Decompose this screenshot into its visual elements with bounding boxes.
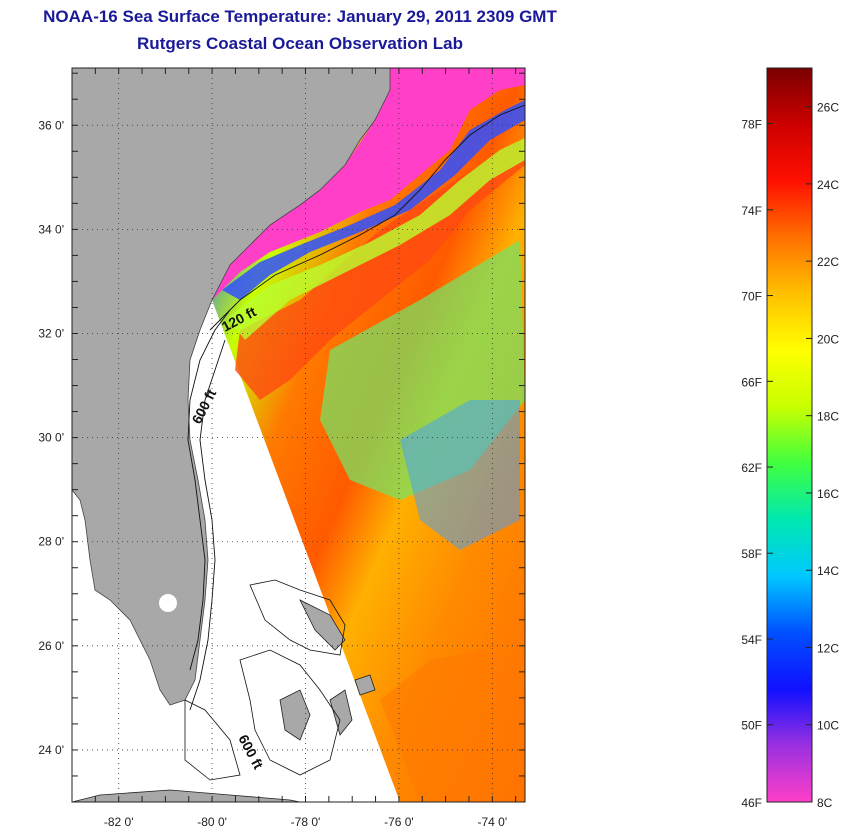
offshore-cloud-patch	[400, 400, 520, 550]
land-us-mainland	[72, 68, 391, 706]
colorbar-f-label: 54F	[741, 633, 762, 647]
colorbar-f-label: 62F	[741, 461, 762, 475]
colorbar-c-label: 18C	[817, 410, 839, 424]
map-frame	[71, 67, 526, 803]
colorbar-c-label: 12C	[817, 641, 839, 655]
map-gridlines	[72, 68, 525, 802]
lat-tick-label: 34 0'	[38, 222, 64, 236]
colorbar-f-label: 46F	[741, 796, 762, 810]
lon-tick-label: -80 0'	[197, 815, 227, 829]
colorbar-c-label: 8C	[817, 796, 833, 810]
colorbar-f-label: 50F	[741, 719, 762, 733]
colorbar-f-label: 74F	[741, 204, 762, 218]
lat-tick-label: 26 0'	[38, 639, 64, 653]
lake-okeechobee	[159, 594, 177, 612]
lat-tick-label: 30 0'	[38, 431, 64, 445]
contour-120ft	[209, 104, 525, 331]
nearshore-green-band	[228, 138, 525, 340]
lon-tick-label: -74 0'	[477, 815, 507, 829]
colorbar-c-label: 24C	[817, 178, 839, 192]
longitude-labels: -82 0' -80 0' -78 0' -76 0' -74 0'	[104, 815, 507, 829]
lon-tick-label: -82 0'	[104, 815, 134, 829]
colorbar-f-label: 66F	[741, 375, 762, 389]
map-ticks	[71, 68, 525, 803]
latitude-labels: 36 0' 34 0' 32 0' 30 0' 28 0' 26 0' 24 0'	[38, 118, 64, 757]
lat-tick-label: 32 0'	[38, 326, 64, 340]
map-title: NOAA-16 Sea Surface Temperature: January…	[43, 7, 557, 26]
colorbar-f-label: 78F	[741, 118, 762, 132]
lat-tick-label: 36 0'	[38, 118, 64, 132]
colorbar-strip	[766, 67, 813, 803]
colorbar-f-label: 70F	[741, 290, 762, 304]
contour-bahamas	[184, 579, 346, 781]
colorbar-c-label: 10C	[817, 719, 839, 733]
lon-tick-label: -78 0'	[291, 815, 321, 829]
nearshore-blue-band	[222, 100, 525, 300]
colorbar-c-label: 14C	[817, 564, 839, 578]
colorbar-f-label: 58F	[741, 547, 762, 561]
bahamas-islands	[279, 599, 376, 741]
colorbar-fahrenheit-labels: 46F 50F 54F 58F 62F 66F 70F 74F 78F	[741, 118, 773, 810]
lon-tick-label: -76 0'	[384, 815, 414, 829]
land-cuba	[72, 789, 301, 802]
contour-600ft	[189, 339, 226, 711]
colorbar-c-label: 26C	[817, 101, 839, 115]
contour-600ft-inner	[187, 309, 231, 671]
lat-tick-label: 28 0'	[38, 535, 64, 549]
colorbar-c-label: 16C	[817, 487, 839, 501]
colorbar-c-label: 22C	[817, 255, 839, 269]
bahamas-speckle	[380, 650, 525, 802]
map-subtitle: Rutgers Coastal Ocean Observation Lab	[137, 34, 463, 53]
colorbar-c-label: 20C	[817, 332, 839, 346]
nearshore-cold-band	[212, 68, 525, 300]
lat-tick-label: 24 0'	[38, 743, 64, 757]
colorbar-celsius-labels: 8C 10C 12C 14C 16C 18C 20C 22C 24C 26C	[806, 101, 839, 810]
